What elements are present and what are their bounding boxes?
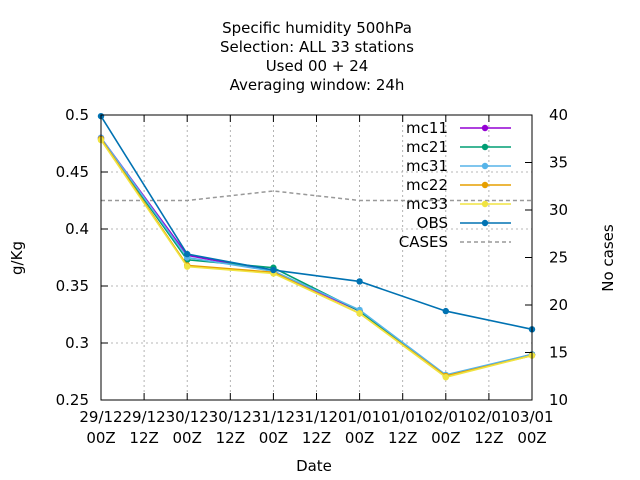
data-point-mc33 [184,263,191,270]
title-line: Used 00 + 24 [266,57,369,75]
y-tick-label: 0.35 [56,277,89,295]
x-tick-label-date: 31/12 [252,408,295,426]
x-tick-label-date: 30/12 [209,408,252,426]
legend-label: CASES [399,233,448,251]
y-tick-label: 0.25 [56,391,89,409]
legend-marker [481,143,489,151]
data-point-mc33 [442,374,449,381]
legend-label: mc33 [406,195,448,213]
series-line-obs [100,115,533,331]
legend-label: mc31 [406,157,448,175]
data-point-obs [356,278,363,285]
x-tick-label-hour: 00Z [345,429,374,447]
x-tick-label-date: 02/01 [424,408,467,426]
y2-axis-label: No cases [599,224,617,292]
x-tick-label-date: 30/12 [166,408,209,426]
y-tick-label: 0.4 [65,220,89,238]
series-line-cases [101,190,532,202]
legend-label: mc11 [406,119,448,137]
legend-marker [481,219,489,227]
x-tick-label-hour: 12Z [302,429,331,447]
x-tick-label-hour: 00Z [173,429,202,447]
series-line-mc31 [100,137,533,376]
legend-label: mc22 [406,176,448,194]
title-line: Averaging window: 24h [230,76,405,94]
legend-marker [481,181,489,189]
title-line: Selection: ALL 33 stations [220,38,414,56]
x-tick-label-date: 02/01 [467,408,510,426]
x-tick-label-hour: 12Z [129,429,158,447]
legend-marker [481,162,489,170]
x-tick-label-date: 29/12 [79,408,122,426]
y-tick-label: 0.45 [56,163,89,181]
y2-tick-label: 10 [549,391,568,409]
data-point-obs [184,250,191,258]
y2-tick-label: 25 [549,249,568,267]
legend-label: mc21 [406,138,448,156]
y2-tick-label: 35 [549,154,568,172]
legend-label: OBS [417,214,448,232]
plot-border [100,114,533,401]
y2-tick-label: 30 [549,201,568,219]
x-tick-label-hour: 12Z [388,429,417,447]
data-point-mc33 [356,310,363,317]
x-tick-label-date: 29/12 [122,408,165,426]
data-point-obs [270,266,277,274]
axis-ticks: 29/12 00Z 29/12 12Z 30/12 00Z 30/12 12Z 31/12 00Z… [56,106,569,447]
x-tick-label-hour: 00Z [431,429,460,447]
legend-marker [481,200,489,208]
x-tick-label-hour: 00Z [86,429,115,447]
y2-tick-label: 40 [549,106,568,124]
legend-marker [481,124,489,132]
data-point-obs [442,307,449,315]
y2-tick-label: 15 [549,344,568,362]
x-tick-label-hour: 12Z [474,429,503,447]
series-line-mc33 [100,139,533,379]
x-axis-label: Date [296,457,332,475]
y2-tick-label: 20 [549,296,568,314]
title-line: Specific humidity 500hPa [222,19,412,37]
series-lines [97,112,536,381]
y-axis-label: g/Kg [8,241,26,275]
y-tick-label: 0.5 [65,106,89,124]
x-tick-label-date: 01/01 [381,408,424,426]
x-tick-label-date: 01/01 [338,408,381,426]
x-tick-label-hour: 12Z [216,429,245,447]
x-tick-label-date: 31/12 [295,408,338,426]
x-tick-label-hour: 00Z [517,429,546,447]
x-tick-label-hour: 00Z [259,429,288,447]
y-tick-label: 0.3 [65,334,89,352]
grid [101,115,532,400]
x-tick-label-date: 03/01 [510,408,553,426]
